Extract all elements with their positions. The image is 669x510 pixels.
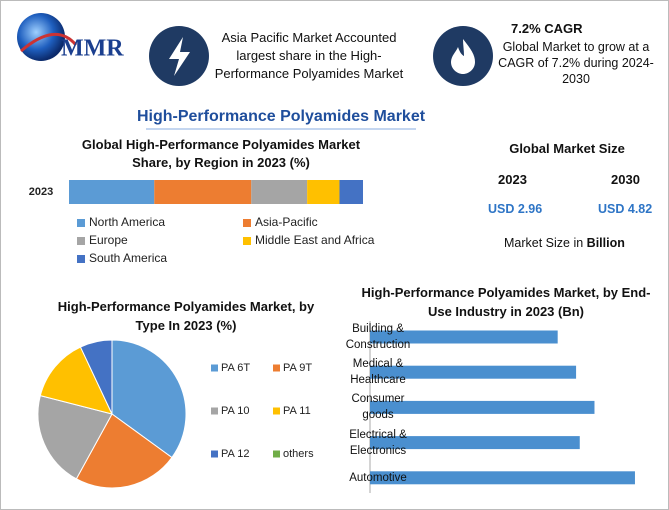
main-title: High-Performance Polyamides Market (136, 108, 426, 125)
legend-label: Asia-Pacific (255, 215, 318, 229)
market-note: Market Size in Billion (504, 235, 625, 251)
year: 2023 (498, 172, 527, 187)
category-label: Automotive (349, 471, 407, 484)
legend-swatch (211, 407, 218, 415)
category-label: Electrical & Electronics (349, 428, 407, 457)
legend-label: others (283, 448, 314, 460)
year: 2030 (611, 172, 640, 187)
category-label: Medical & Healthcare (350, 358, 406, 387)
legend-label: Middle East and Africa (255, 233, 375, 247)
legend-label: Europe (89, 233, 128, 247)
legend-swatch (77, 255, 85, 263)
flame-icon (451, 39, 475, 74)
bar-segment (307, 180, 340, 204)
bar (370, 365, 577, 379)
legend-swatch (211, 364, 218, 372)
market-value: USD 4.82 (598, 202, 653, 216)
legend-label: PA 11 (283, 405, 311, 417)
bar-segment (154, 180, 252, 204)
category-label: Building & Construction (345, 323, 411, 351)
category-label: 2023 (29, 186, 53, 198)
bar-segment (339, 180, 363, 204)
legend-label: North America (89, 215, 165, 229)
pie-slice (39, 346, 113, 415)
legend-label: PA 10 (221, 405, 250, 417)
legend-label: South America (89, 251, 167, 265)
legend-label: PA 12 (221, 448, 250, 460)
pie-slice (79, 339, 113, 415)
logo-text: MMR (61, 36, 124, 62)
legend-swatch (273, 450, 280, 458)
chart-title: High-Performance Polyamides Market, by E… (361, 285, 651, 319)
bolt-icon (169, 37, 190, 76)
note-text: Market Size in (504, 236, 587, 250)
bar-segment (69, 180, 155, 204)
legend-swatch (273, 364, 280, 372)
market-value: USD 2.96 (488, 202, 543, 216)
legend-swatch (211, 450, 218, 458)
legend-swatch (243, 237, 251, 245)
bar (370, 436, 580, 450)
bar-segment (251, 180, 308, 204)
legend-label: PA 6T (221, 362, 250, 374)
pie-slice (37, 394, 113, 480)
highlight-text: Global Market to grow at a CAGR of 7.2% … (498, 40, 654, 86)
market-size-title: Global Market Size (509, 141, 625, 156)
legend-swatch (77, 219, 85, 227)
logo-swoosh (20, 32, 78, 53)
legend-label: PA 9T (283, 362, 312, 374)
bar (370, 330, 558, 344)
bar (370, 400, 595, 414)
note-bold: Billion (586, 236, 625, 250)
category-label: Consumer goods (351, 393, 405, 422)
highlight-text: Asia Pacific Market Accounted largest sh… (214, 30, 404, 81)
legend-swatch (243, 219, 251, 227)
legend-swatch (77, 237, 85, 245)
chart-title: Global High-Performance Polyamides Marke… (81, 137, 361, 170)
bar (370, 471, 635, 485)
pie-slice (75, 413, 173, 489)
legend-swatch (273, 407, 280, 415)
chart-title: High-Performance Polyamides Market, by T… (57, 299, 315, 333)
pie-slice (111, 339, 187, 459)
highlight-title: 7.2% CAGR (511, 21, 583, 36)
